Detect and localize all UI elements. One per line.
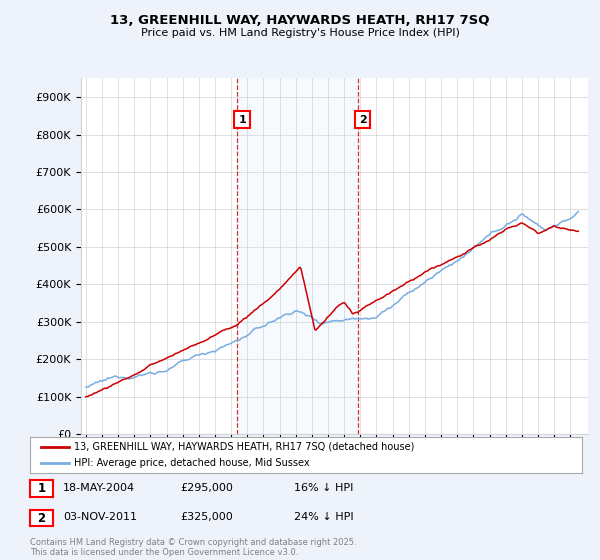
Text: 2: 2 xyxy=(359,115,367,124)
Text: 18-MAY-2004: 18-MAY-2004 xyxy=(63,483,135,493)
Text: Price paid vs. HM Land Registry's House Price Index (HPI): Price paid vs. HM Land Registry's House … xyxy=(140,28,460,38)
Text: 03-NOV-2011: 03-NOV-2011 xyxy=(63,512,137,522)
Text: 2: 2 xyxy=(37,511,46,525)
Text: Contains HM Land Registry data © Crown copyright and database right 2025.
This d: Contains HM Land Registry data © Crown c… xyxy=(30,538,356,557)
Text: HPI: Average price, detached house, Mid Sussex: HPI: Average price, detached house, Mid … xyxy=(74,458,310,468)
Text: 13, GREENHILL WAY, HAYWARDS HEATH, RH17 7SQ: 13, GREENHILL WAY, HAYWARDS HEATH, RH17 … xyxy=(110,14,490,27)
Bar xyxy=(237,78,358,434)
Text: 1: 1 xyxy=(238,115,246,124)
Text: 24% ↓ HPI: 24% ↓ HPI xyxy=(294,512,353,522)
Text: £295,000: £295,000 xyxy=(180,483,233,493)
Text: £325,000: £325,000 xyxy=(180,512,233,522)
Text: 13, GREENHILL WAY, HAYWARDS HEATH, RH17 7SQ (detached house): 13, GREENHILL WAY, HAYWARDS HEATH, RH17 … xyxy=(74,442,415,452)
Text: 16% ↓ HPI: 16% ↓ HPI xyxy=(294,483,353,493)
Text: 1: 1 xyxy=(37,482,46,496)
